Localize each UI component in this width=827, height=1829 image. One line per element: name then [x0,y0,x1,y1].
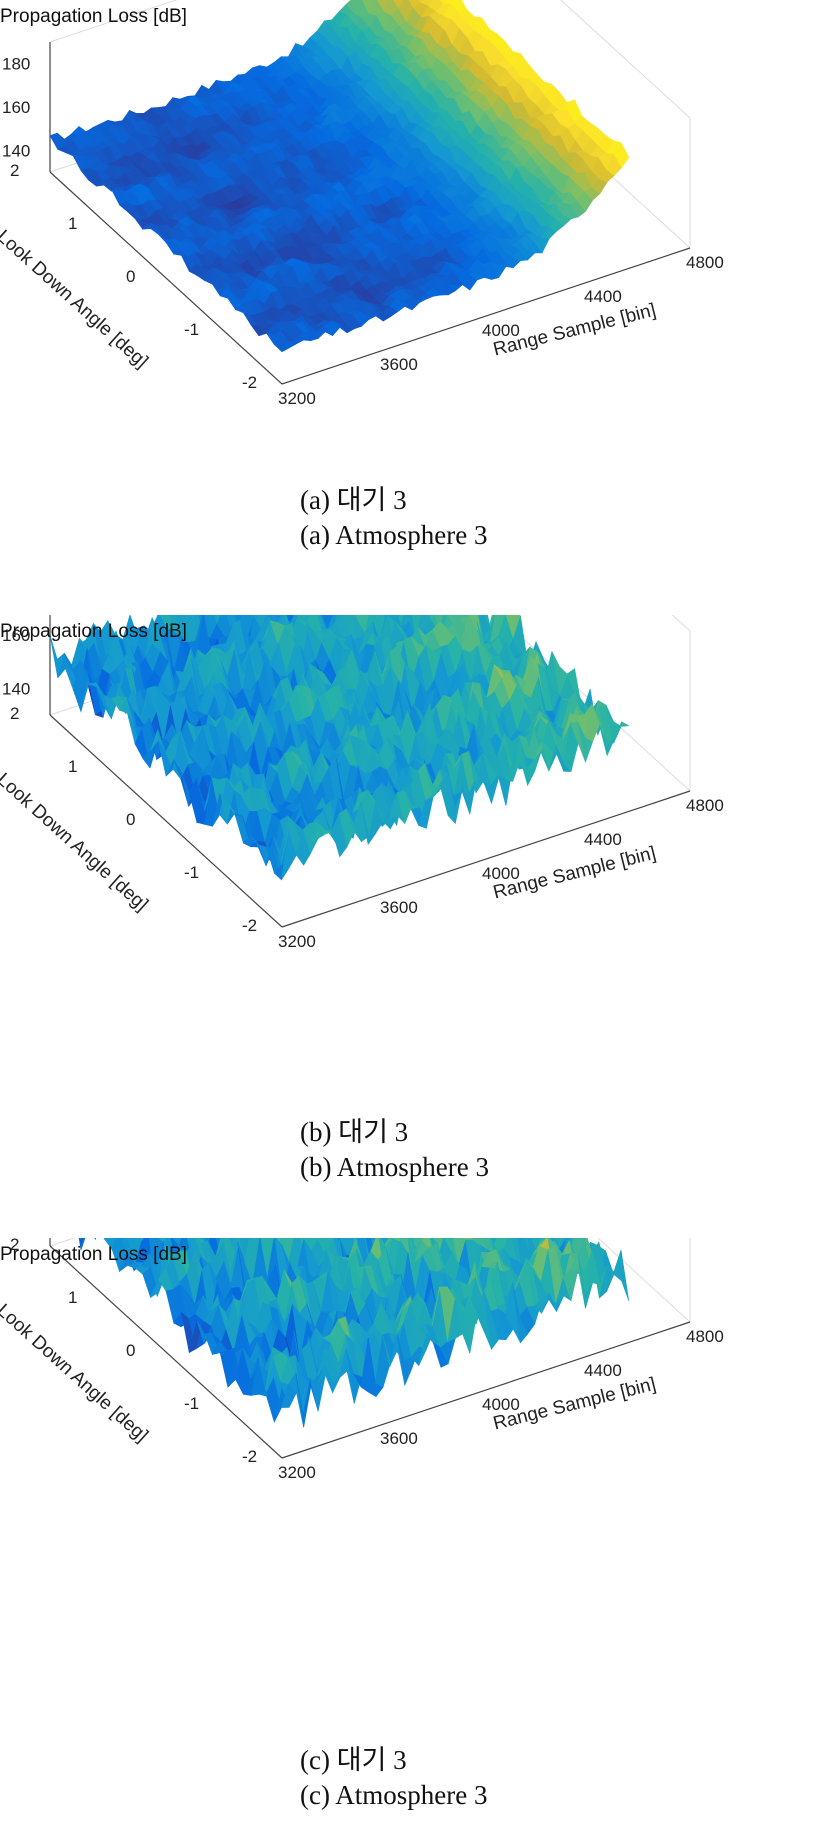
z-tick-label: 160 [2,626,30,645]
y-tick-label: -1 [184,320,199,339]
y-tick-label: 2 [10,1238,19,1254]
caption-ko-b: (b) 대기 3 [300,1117,409,1147]
y-tick-label: -2 [242,916,257,935]
x-tick-label: 3200 [278,389,316,408]
x-tick-label: 4800 [686,1327,724,1346]
x-tick-label: 4400 [584,287,622,306]
x-tick-label: 4400 [584,1361,622,1380]
x-tick-label: 3600 [380,1429,418,1448]
z-axis-title: Propagation Loss [dB] [0,6,187,27]
x-tick-label: 4000 [482,864,520,883]
x-tick-label: 3200 [278,932,316,951]
z-tick-label: 140 [2,679,30,698]
surface-plot-b: Propagation Loss [dB]180160140210-1-2320… [0,615,827,1195]
x-tick-label: 4000 [482,1395,520,1414]
caption-en-b: (b) Atmosphere 3 [300,1152,489,1182]
y-tick-label: 1 [68,757,77,776]
axis-box [49,1238,691,1323]
axis-lines [49,42,691,385]
surface-mesh [49,0,630,353]
y-axis-label: Look Down Angle [deg] [0,1300,152,1446]
surface-mesh [49,615,630,881]
x-tick-label: 3600 [380,898,418,917]
caption-en-a: (a) Atmosphere 3 [300,520,488,550]
y-tick-label: 0 [126,1341,135,1360]
y-tick-label: -1 [184,1394,199,1413]
x-tick-label: 4000 [482,321,520,340]
y-tick-label: 1 [68,1288,77,1307]
z-tick-label: 140 [2,141,30,160]
y-tick-label: 2 [10,161,19,180]
x-tick-label: 4800 [686,253,724,272]
y-tick-label: -2 [242,1447,257,1466]
surface-plot-c: Propagation Loss [dB]180160140210-1-2320… [0,1238,827,1829]
surface-svg-b: Propagation Loss [dB]180160140210-1-2320… [0,615,724,951]
x-tick-label: 3200 [278,1463,316,1482]
z-axis-title: Propagation Loss [dB] [0,1244,187,1265]
z-tick-label: 180 [2,55,30,74]
caption-ko-a: (a) 대기 3 [300,485,407,515]
z-tick-label: 160 [2,98,30,117]
x-tick-label: 3600 [380,355,418,374]
x-tick-label: 4400 [584,830,622,849]
y-tick-label: 0 [126,810,135,829]
caption-ko-c: (c) 대기 3 [300,1745,407,1775]
surface-mesh [78,1238,630,1428]
axis-lines [49,1238,691,1459]
y-tick-label: 0 [126,267,135,286]
y-tick-label: 1 [68,214,77,233]
y-axis-label: Look Down Angle [deg] [0,226,152,372]
y-axis-label: Look Down Angle [deg] [0,769,152,915]
surface-plot-a: Propagation Loss [dB] 180 160 140 2 1 0 -1 -2 320… [0,0,827,550]
caption-en-c: (c) Atmosphere 3 [300,1780,488,1810]
surface-svg-c: Propagation Loss [dB]180160140210-1-2320… [0,1238,724,1482]
x-tick-label: 4800 [686,796,724,815]
y-tick-label: -2 [242,373,257,392]
y-tick-label: 2 [10,704,19,723]
z-axis-title: Propagation Loss [dB] [0,621,187,642]
y-tick-label: -1 [184,863,199,882]
